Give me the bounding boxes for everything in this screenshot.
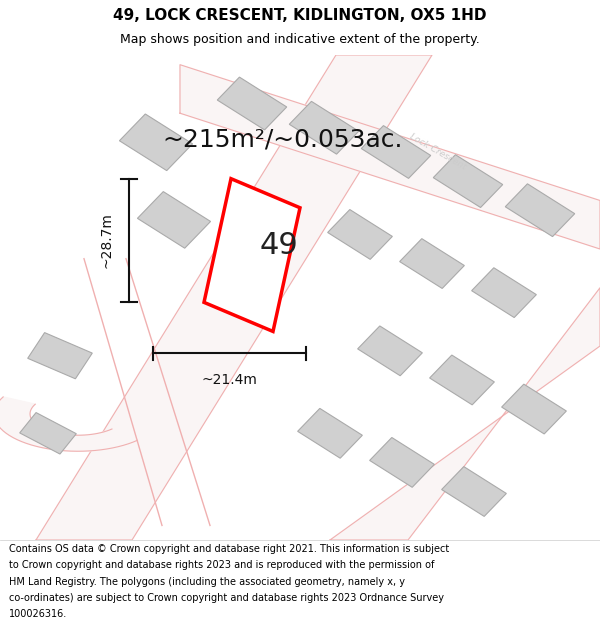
Text: HM Land Registry. The polygons (including the associated geometry, namely x, y: HM Land Registry. The polygons (includin… (9, 576, 405, 586)
Polygon shape (298, 408, 362, 458)
Polygon shape (180, 65, 600, 249)
Text: co-ordinates) are subject to Crown copyright and database rights 2023 Ordnance S: co-ordinates) are subject to Crown copyr… (9, 592, 444, 602)
Text: ~21.4m: ~21.4m (202, 372, 257, 387)
Polygon shape (330, 288, 600, 540)
Polygon shape (137, 192, 211, 248)
Polygon shape (36, 55, 432, 540)
Text: Lock Crescent: Lock Crescent (408, 132, 468, 172)
Polygon shape (505, 184, 575, 237)
Polygon shape (204, 179, 300, 331)
Polygon shape (20, 412, 76, 454)
Polygon shape (472, 268, 536, 318)
Polygon shape (361, 126, 431, 178)
Text: ~28.7m: ~28.7m (100, 213, 114, 269)
Text: to Crown copyright and database rights 2023 and is reproduced with the permissio: to Crown copyright and database rights 2… (9, 561, 434, 571)
Text: Map shows position and indicative extent of the property.: Map shows position and indicative extent… (120, 33, 480, 46)
Text: Contains OS data © Crown copyright and database right 2021. This information is : Contains OS data © Crown copyright and d… (9, 544, 449, 554)
Polygon shape (400, 239, 464, 289)
Polygon shape (370, 438, 434, 488)
Text: 100026316.: 100026316. (9, 609, 67, 619)
Polygon shape (0, 397, 137, 451)
Text: ~215m²/~0.053ac.: ~215m²/~0.053ac. (162, 128, 403, 152)
Text: 49, LOCK CRESCENT, KIDLINGTON, OX5 1HD: 49, LOCK CRESCENT, KIDLINGTON, OX5 1HD (113, 8, 487, 23)
Polygon shape (328, 209, 392, 259)
Polygon shape (289, 101, 359, 154)
Polygon shape (28, 332, 92, 379)
Polygon shape (502, 384, 566, 434)
Polygon shape (442, 467, 506, 516)
Polygon shape (119, 114, 193, 171)
Polygon shape (433, 155, 503, 208)
Polygon shape (430, 355, 494, 405)
Text: 49: 49 (260, 231, 298, 260)
Polygon shape (217, 77, 287, 130)
Polygon shape (358, 326, 422, 376)
